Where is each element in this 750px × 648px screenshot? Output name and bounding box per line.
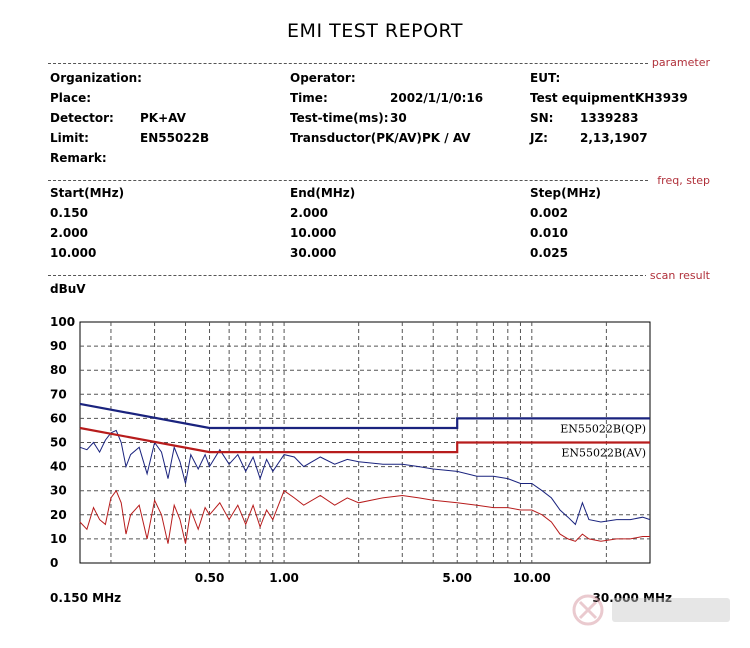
y-tick-label: 50	[50, 436, 67, 450]
freq-row-1-start: 0.150	[50, 206, 88, 220]
series-line-average	[79, 489, 650, 544]
remark-label: Remark:	[50, 151, 107, 165]
y-tick-label: 30	[50, 484, 67, 498]
organization-label: Organization:	[50, 71, 142, 85]
x-start-label: 0.150 MHz	[50, 591, 121, 605]
freq-header-start: Start(MHz)	[50, 186, 125, 200]
y-tick-label: 100	[50, 315, 75, 329]
transductor-value: PK / AV	[422, 131, 471, 145]
place-label: Place:	[50, 91, 92, 105]
detector-label: Detector:	[50, 111, 114, 125]
y-tick-label: 70	[50, 387, 67, 401]
operator-label: Operator:	[290, 71, 356, 85]
limit-label: Limit:	[50, 131, 89, 145]
testtime-value: 30	[390, 111, 407, 125]
freq-row-1-end: 2.000	[290, 206, 328, 220]
freq-row-3-step: 0.025	[530, 246, 568, 260]
equipment-value: KH3939	[635, 91, 688, 105]
eut-label: EUT:	[530, 71, 561, 85]
report-title: EMI TEST REPORT	[287, 20, 463, 42]
y-tick-label: 0	[50, 556, 58, 570]
limit-label-av: EN55022B(AV)	[561, 447, 646, 460]
sn-value: 1339283	[580, 111, 639, 125]
freq-row-2-start: 2.000	[50, 226, 88, 240]
limit-line-av	[79, 426, 650, 454]
jz-value: 2,13,1907	[580, 131, 648, 145]
section-label-freq-step: freq, step	[653, 174, 710, 187]
sn-label: SN:	[530, 111, 554, 125]
x-tick-label: 0.50	[195, 571, 225, 585]
detector-value: PK+AV	[140, 111, 186, 125]
y-tick-label: 80	[50, 363, 67, 377]
section-label-parameter: parameter	[647, 56, 710, 69]
y-axis-unit: dBuV	[50, 282, 86, 296]
divider-scan-result	[48, 275, 648, 276]
freq-row-2-step: 0.010	[530, 226, 568, 240]
freq-row-3-start: 10.000	[50, 246, 97, 260]
freq-header-step: Step(MHz)	[530, 186, 602, 200]
jz-label: JZ:	[530, 131, 548, 145]
limit-line-qp	[79, 402, 650, 430]
y-tick-label: 90	[50, 339, 67, 353]
divider-parameter	[48, 63, 648, 64]
y-tick-label: 20	[50, 508, 67, 522]
limit-label-qp: EN55022B(QP)	[560, 422, 646, 435]
limit-value: EN55022B	[140, 131, 210, 145]
x-tick-label: 1.00	[269, 571, 299, 585]
x-tick-label: 5.00	[442, 571, 472, 585]
series-line-peak	[79, 429, 651, 526]
divider-freq-step	[48, 180, 648, 181]
freq-row-1-step: 0.002	[530, 206, 568, 220]
equipment-label: Test equipment:	[530, 91, 640, 105]
freq-row-3-end: 30.000	[290, 246, 337, 260]
testtime-label: Test-time(ms):	[290, 111, 389, 125]
y-tick-label: 40	[50, 460, 67, 474]
x-end-label: 30.000 MHz	[593, 591, 672, 605]
time-label: Time:	[290, 91, 328, 105]
freq-header-end: End(MHz)	[290, 186, 356, 200]
x-tick-label: 10.00	[513, 571, 551, 585]
y-tick-label: 10	[50, 532, 67, 546]
freq-row-2-end: 10.000	[290, 226, 337, 240]
section-label-scan-result: scan result	[645, 269, 710, 282]
watermark-logo	[572, 594, 730, 626]
y-tick-label: 60	[50, 411, 67, 425]
time-value: 2002/1/1/0:16	[390, 91, 484, 105]
transductor-label: Transductor(PK/AV):	[290, 131, 427, 145]
